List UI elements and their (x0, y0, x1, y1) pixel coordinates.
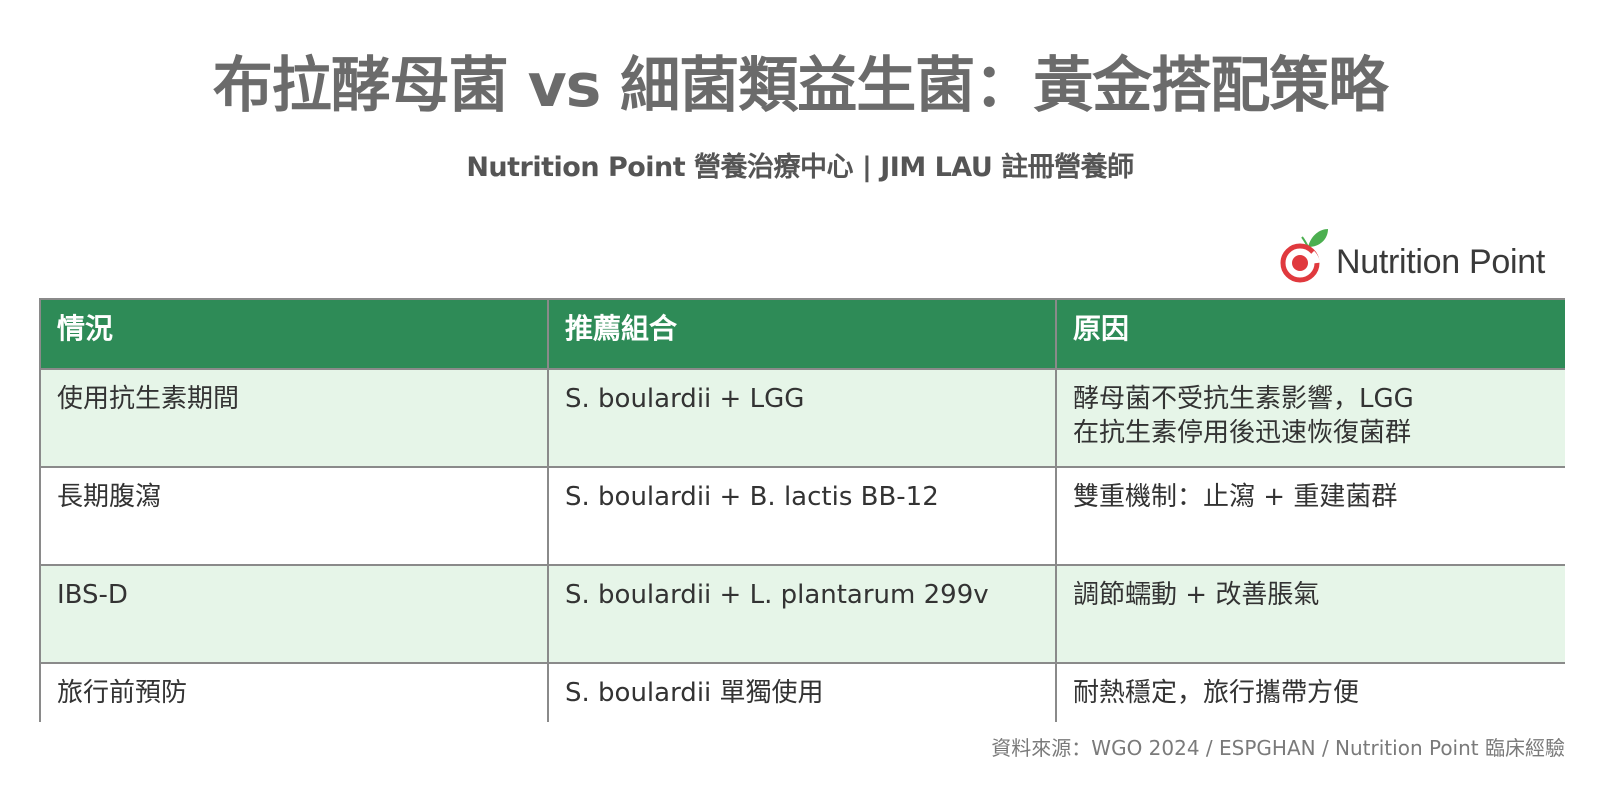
table-row: IBS-D S. boulardii + L. plantarum 299v 調… (39, 564, 1565, 664)
cell-situation: 長期腹瀉 (39, 466, 549, 566)
column-header-reason: 原因 (1055, 298, 1565, 370)
page-title: 布拉酵母菌 vs 細菌類益生菌：黃金搭配策略 (212, 51, 1389, 121)
apple-leaf-logo-icon (1280, 229, 1328, 283)
cell-combo: S. boulardii + B. lactis BB-12 (547, 466, 1057, 566)
cell-reason: 耐熱穩定，旅行攜帶方便 (1055, 662, 1565, 722)
cell-reason-line: 雙重機制：止瀉 + 重建菌群 (1073, 482, 1398, 512)
brand-logo: Nutrition Point (1278, 226, 1568, 288)
brand-logo-text: Nutrition Point (1336, 242, 1546, 281)
table-row: 使用抗生素期間 S. boulardii + LGG 酵母菌不受抗生素影響，LG… (39, 368, 1565, 468)
cell-reason-line: 在抗生素停用後迅速恢復菌群 (1073, 418, 1412, 448)
cell-combo: S. boulardii + L. plantarum 299v (547, 564, 1057, 664)
cell-reason-line: 耐熱穩定，旅行攜帶方便 (1073, 678, 1360, 708)
combination-table-container: 情況 推薦組合 原因 使用抗生素期間 S. boulardii + LGG 酵母… (39, 298, 1565, 722)
table-row: 長期腹瀉 S. boulardii + B. lactis BB-12 雙重機制… (39, 466, 1565, 566)
cell-reason-line: 調節蠕動 + 改善脹氣 (1073, 580, 1320, 610)
source-note: 資料來源：WGO 2024 / ESPGHAN / Nutrition Poin… (991, 736, 1565, 760)
cell-reason: 雙重機制：止瀉 + 重建菌群 (1055, 466, 1565, 566)
column-header-combo: 推薦組合 (547, 298, 1057, 370)
cell-situation: 使用抗生素期間 (39, 368, 549, 468)
cell-reason: 調節蠕動 + 改善脹氣 (1055, 564, 1565, 664)
table-row: 旅行前預防 S. boulardii 單獨使用 耐熱穩定，旅行攜帶方便 (39, 662, 1565, 722)
cell-combo: S. boulardii 單獨使用 (547, 662, 1057, 722)
column-header-situation: 情況 (39, 298, 549, 370)
cell-reason-line: 酵母菌不受抗生素影響，LGG (1073, 384, 1414, 414)
combination-table: 情況 推薦組合 原因 使用抗生素期間 S. boulardii + LGG 酵母… (39, 298, 1565, 722)
cell-situation: 旅行前預防 (39, 662, 549, 722)
cell-reason: 酵母菌不受抗生素影響，LGG 在抗生素停用後迅速恢復菌群 (1055, 368, 1565, 468)
table-header-row: 情況 推薦組合 原因 (39, 298, 1565, 370)
cell-combo: S. boulardii + LGG (547, 368, 1057, 468)
page-subtitle: Nutrition Point 營養治療中心 | JIM LAU 註冊營養師 (466, 152, 1134, 183)
cell-situation: IBS-D (39, 564, 549, 664)
